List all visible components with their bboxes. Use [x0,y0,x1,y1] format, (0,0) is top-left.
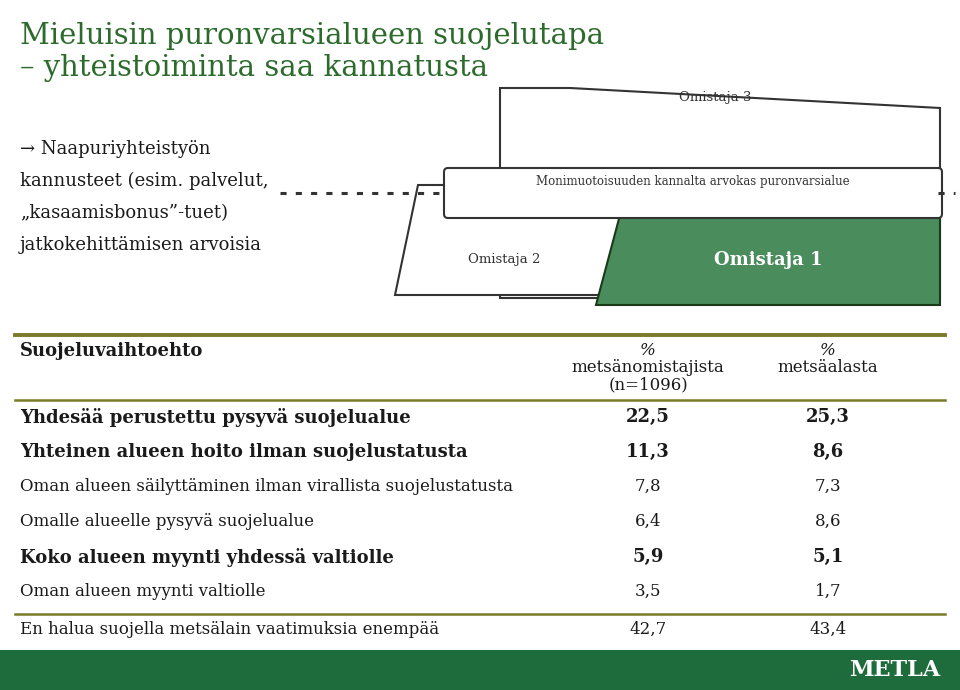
Text: 8,6: 8,6 [815,513,841,530]
Polygon shape [395,185,650,295]
Text: metsänomistajista: metsänomistajista [571,359,725,376]
Text: metsäalasta: metsäalasta [778,359,878,376]
Text: 42,7: 42,7 [630,621,666,638]
Text: → Naapuriyhteistyön: → Naapuriyhteistyön [20,140,210,158]
Text: Omistaja 2: Omistaja 2 [468,253,540,266]
Text: Omistaja 1: Omistaja 1 [713,251,823,269]
Text: Yhteinen alueen hoito ilman suojelustatusta: Yhteinen alueen hoito ilman suojelustatu… [20,443,468,461]
Text: %: % [640,342,656,359]
Bar [0,650,960,690]
Text: %: % [820,342,836,359]
Text: 7,3: 7,3 [815,478,841,495]
Text: Oman alueen myynti valtiolle: Oman alueen myynti valtiolle [20,583,266,600]
Text: Suojeluvaihtoehto: Suojeluvaihtoehto [20,342,204,360]
Text: Yhdesää perustettu pysyvä suojelualue: Yhdesää perustettu pysyvä suojelualue [20,408,411,427]
Text: (n=1096): (n=1096) [608,376,688,393]
Text: 8,6: 8,6 [812,443,844,461]
Text: Mieluisin puronvarsialueen suojelutapa: Mieluisin puronvarsialueen suojelutapa [20,22,604,50]
FancyBboxPatch shape [444,168,942,218]
Text: „kasaamisbonus”-tuet): „kasaamisbonus”-tuet) [20,204,228,222]
Text: 6,4: 6,4 [635,513,661,530]
Text: 5,1: 5,1 [812,548,844,566]
Text: En halua suojella metsälain vaatimuksia enempää: En halua suojella metsälain vaatimuksia … [20,621,439,638]
Text: 43,4: 43,4 [809,621,847,638]
Text: jatkokehittämisen arvoisia: jatkokehittämisen arvoisia [20,236,262,254]
Text: kannusteet (esim. palvelut,: kannusteet (esim. palvelut, [20,172,269,190]
Text: Koko alueen myynti yhdessä valtiolle: Koko alueen myynti yhdessä valtiolle [20,548,394,567]
Text: 7,8: 7,8 [635,478,661,495]
Text: 25,3: 25,3 [806,408,850,426]
Text: – yhteistoiminta saa kannatusta: – yhteistoiminta saa kannatusta [20,54,488,82]
Text: Oman alueen säilyttäminen ilman virallista suojelustatusta: Oman alueen säilyttäminen ilman virallis… [20,478,513,495]
Text: 11,3: 11,3 [626,443,670,461]
Text: 22,5: 22,5 [626,408,670,426]
Polygon shape [596,215,940,305]
Text: Omalle alueelle pysyvä suojelualue: Omalle alueelle pysyvä suojelualue [20,513,314,530]
Text: Omistaja 3: Omistaja 3 [679,91,752,104]
Text: 5,9: 5,9 [633,548,663,566]
Text: METLA: METLA [849,659,940,681]
Text: Monimuotoisuuden kannalta arvokas puronvarsialue: Monimuotoisuuden kannalta arvokas puronv… [537,175,850,188]
Text: 3,5: 3,5 [635,583,661,600]
Text: 1,7: 1,7 [815,583,841,600]
